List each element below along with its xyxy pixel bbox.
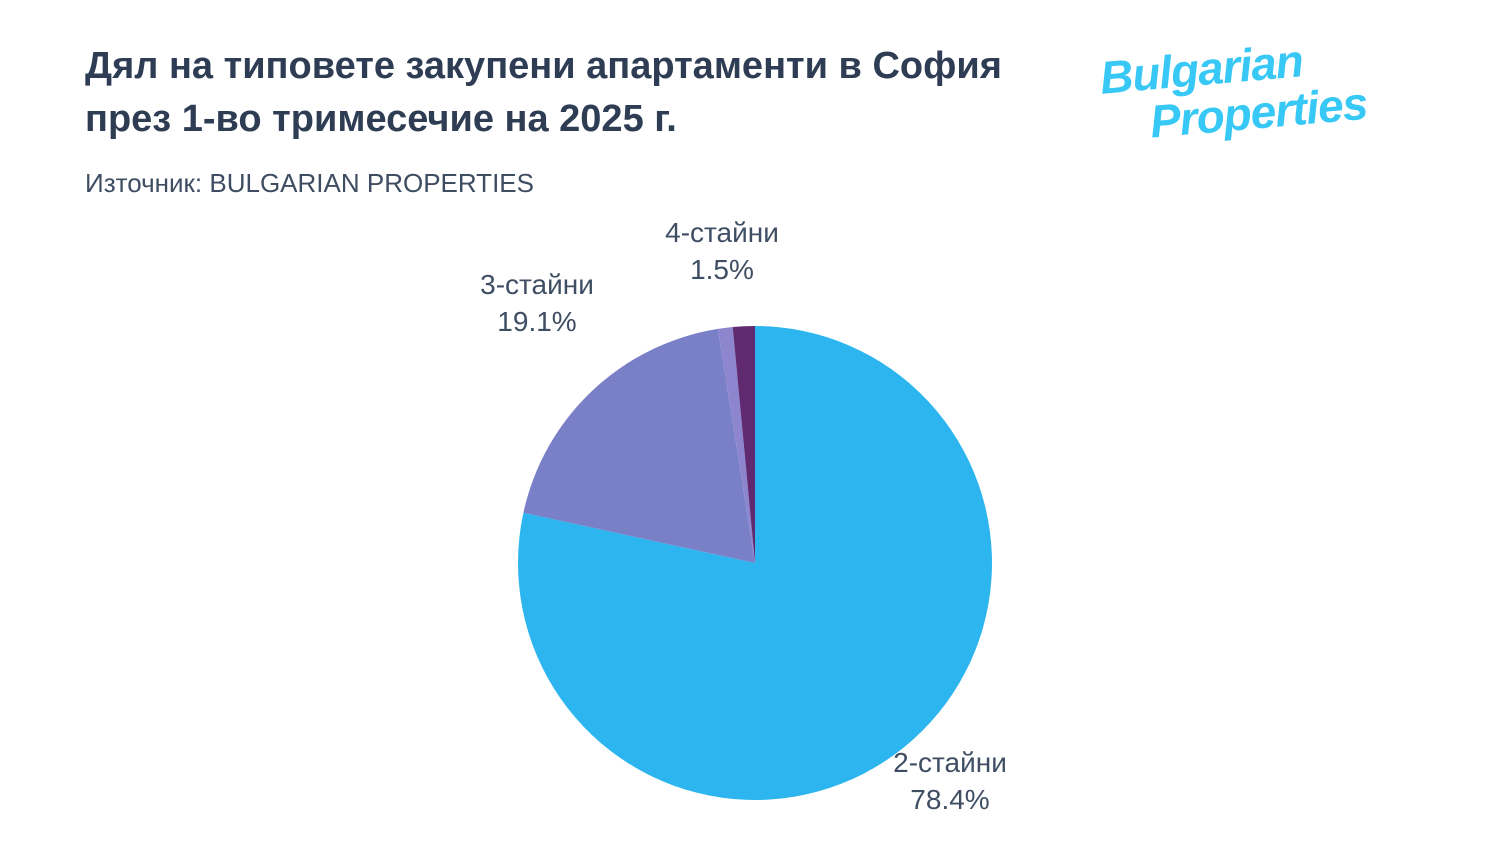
pie-slice-4-стайни <box>732 326 755 563</box>
source-text: Източник: BULGARIAN PROPERTIES <box>85 168 534 198</box>
slice-label-3-rooms-name: 3-стайни <box>480 269 594 300</box>
slice-label-4-rooms-pct: 1.5% <box>690 254 754 285</box>
pie-slice-unlabeled <box>717 327 755 563</box>
chart-title-line-1: Дял на типовете закупени апартаменти в С… <box>85 45 1002 87</box>
chart-title-line-2: през 1-во тримесечие на 2025 г. <box>85 98 677 140</box>
chart-title: Дял на типовете закупени апартаменти в С… <box>85 40 1002 146</box>
slice-label-3-rooms-pct: 19.1% <box>497 306 577 337</box>
slice-label-4-rooms-name: 4-стайни <box>665 217 779 248</box>
slice-label-3-rooms: 3-стайни 19.1% <box>442 266 632 340</box>
slice-label-4-rooms: 4-стайни 1.5% <box>627 214 817 288</box>
slice-label-2-rooms-pct: 78.4% <box>910 784 990 815</box>
pie-slice-3-стайни <box>523 328 755 563</box>
slice-label-2-rooms-name: 2-стайни <box>893 747 1007 778</box>
bulgarian-properties-logo: Bulgarian Properties <box>1093 30 1374 152</box>
pie-chart <box>518 326 993 800</box>
pie-slice-2-стайни <box>518 326 993 800</box>
slice-label-2-rooms: 2-стайни 78.4% <box>855 744 1045 818</box>
